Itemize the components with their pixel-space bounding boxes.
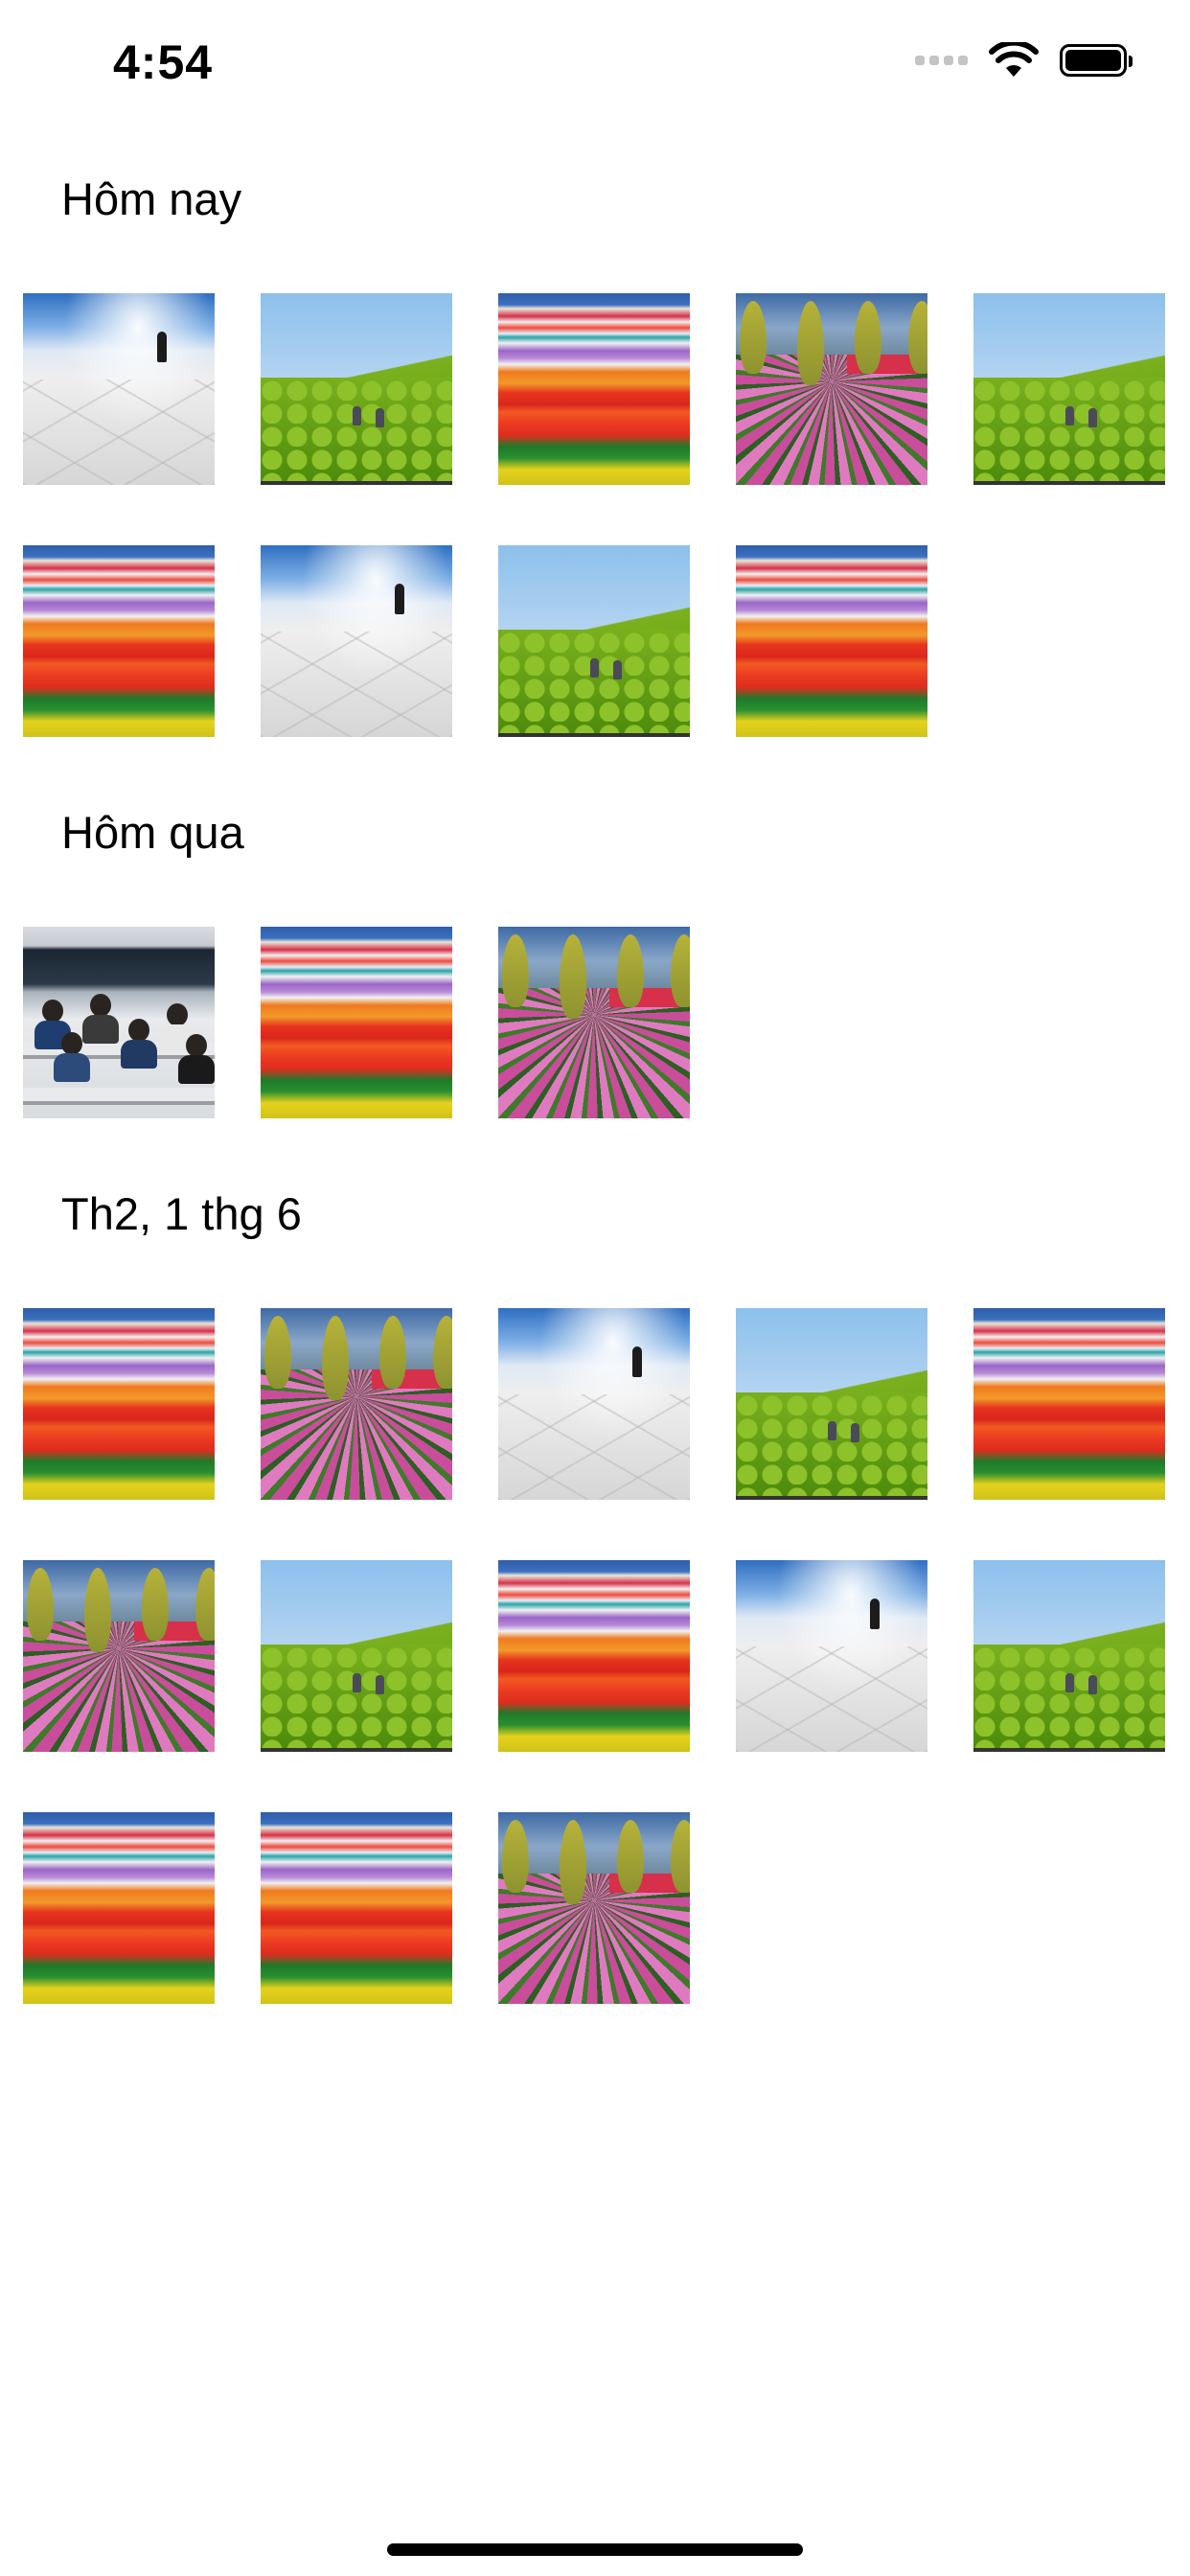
wifi-icon	[989, 42, 1039, 77]
photo-thumbnail[interactable]	[261, 1308, 452, 1500]
photo-thumbnail[interactable]	[736, 1560, 927, 1752]
battery-icon	[1060, 44, 1133, 77]
photo-thumbnail[interactable]	[498, 1812, 690, 2004]
status-bar: 4:54	[0, 0, 1190, 126]
photo-thumbnail[interactable]	[23, 1560, 215, 1752]
photo-thumbnail[interactable]	[498, 1308, 690, 1500]
home-indicator[interactable]	[387, 2543, 803, 2556]
photo-thumbnail[interactable]	[498, 545, 690, 737]
photo-thumbnail[interactable]	[261, 545, 452, 737]
photo-thumbnail[interactable]	[498, 1560, 690, 1752]
photo-thumbnail[interactable]	[261, 1560, 452, 1752]
status-time: 4:54	[113, 35, 214, 89]
section-title-june-1: Th2, 1 thg 6	[61, 1188, 302, 1239]
photo-thumbnail[interactable]	[23, 545, 215, 737]
photo-thumbnail[interactable]	[973, 1560, 1165, 1752]
signal-icon	[915, 56, 968, 65]
photo-thumbnail[interactable]	[261, 1812, 452, 2004]
photo-thumbnail[interactable]	[973, 293, 1165, 485]
photo-thumbnail[interactable]	[23, 1812, 215, 2004]
status-icons	[915, 42, 1133, 79]
photo-thumbnail[interactable]	[23, 1308, 215, 1500]
photo-thumbnail[interactable]	[261, 927, 452, 1118]
photo-thumbnail[interactable]	[973, 1308, 1165, 1500]
section-title-today: Hôm nay	[61, 173, 242, 224]
photo-thumbnail[interactable]	[736, 293, 927, 485]
photo-thumbnail[interactable]	[736, 545, 927, 737]
photo-thumbnail[interactable]	[23, 293, 215, 485]
photo-thumbnail[interactable]	[736, 1308, 927, 1500]
photo-thumbnail[interactable]	[498, 927, 690, 1118]
photo-thumbnail[interactable]	[23, 927, 215, 1118]
photo-thumbnail[interactable]	[498, 293, 690, 485]
section-title-yesterday: Hôm qua	[61, 807, 244, 858]
photo-thumbnail[interactable]	[261, 293, 452, 485]
